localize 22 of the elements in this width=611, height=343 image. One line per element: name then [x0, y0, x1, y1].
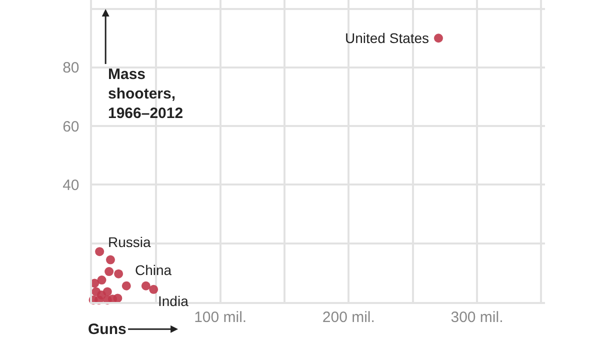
annotation: United States [345, 30, 430, 46]
point [95, 247, 104, 256]
point [141, 281, 150, 290]
point [122, 281, 131, 290]
point [106, 255, 115, 264]
annotation: Russia [108, 234, 152, 250]
point [434, 34, 443, 43]
y-tick-label: 80 [62, 60, 80, 77]
x-tick-label: 200 mil. [322, 308, 375, 326]
point [149, 284, 158, 294]
annotation: India [158, 293, 189, 309]
point [104, 267, 114, 276]
point [114, 269, 124, 278]
x-tick-label: 300 mil. [450, 308, 504, 326]
annotation: China [135, 262, 172, 278]
x-tick-label: 100 mil. [194, 308, 247, 326]
x-axis-title: Guns [88, 321, 126, 338]
y-axis-title: Mass shooters, 1966–2012 [108, 66, 184, 122]
y-tick-label: 40 [62, 176, 80, 194]
y-tick-label: 60 [62, 118, 80, 136]
point [97, 276, 106, 285]
point [97, 290, 106, 300]
